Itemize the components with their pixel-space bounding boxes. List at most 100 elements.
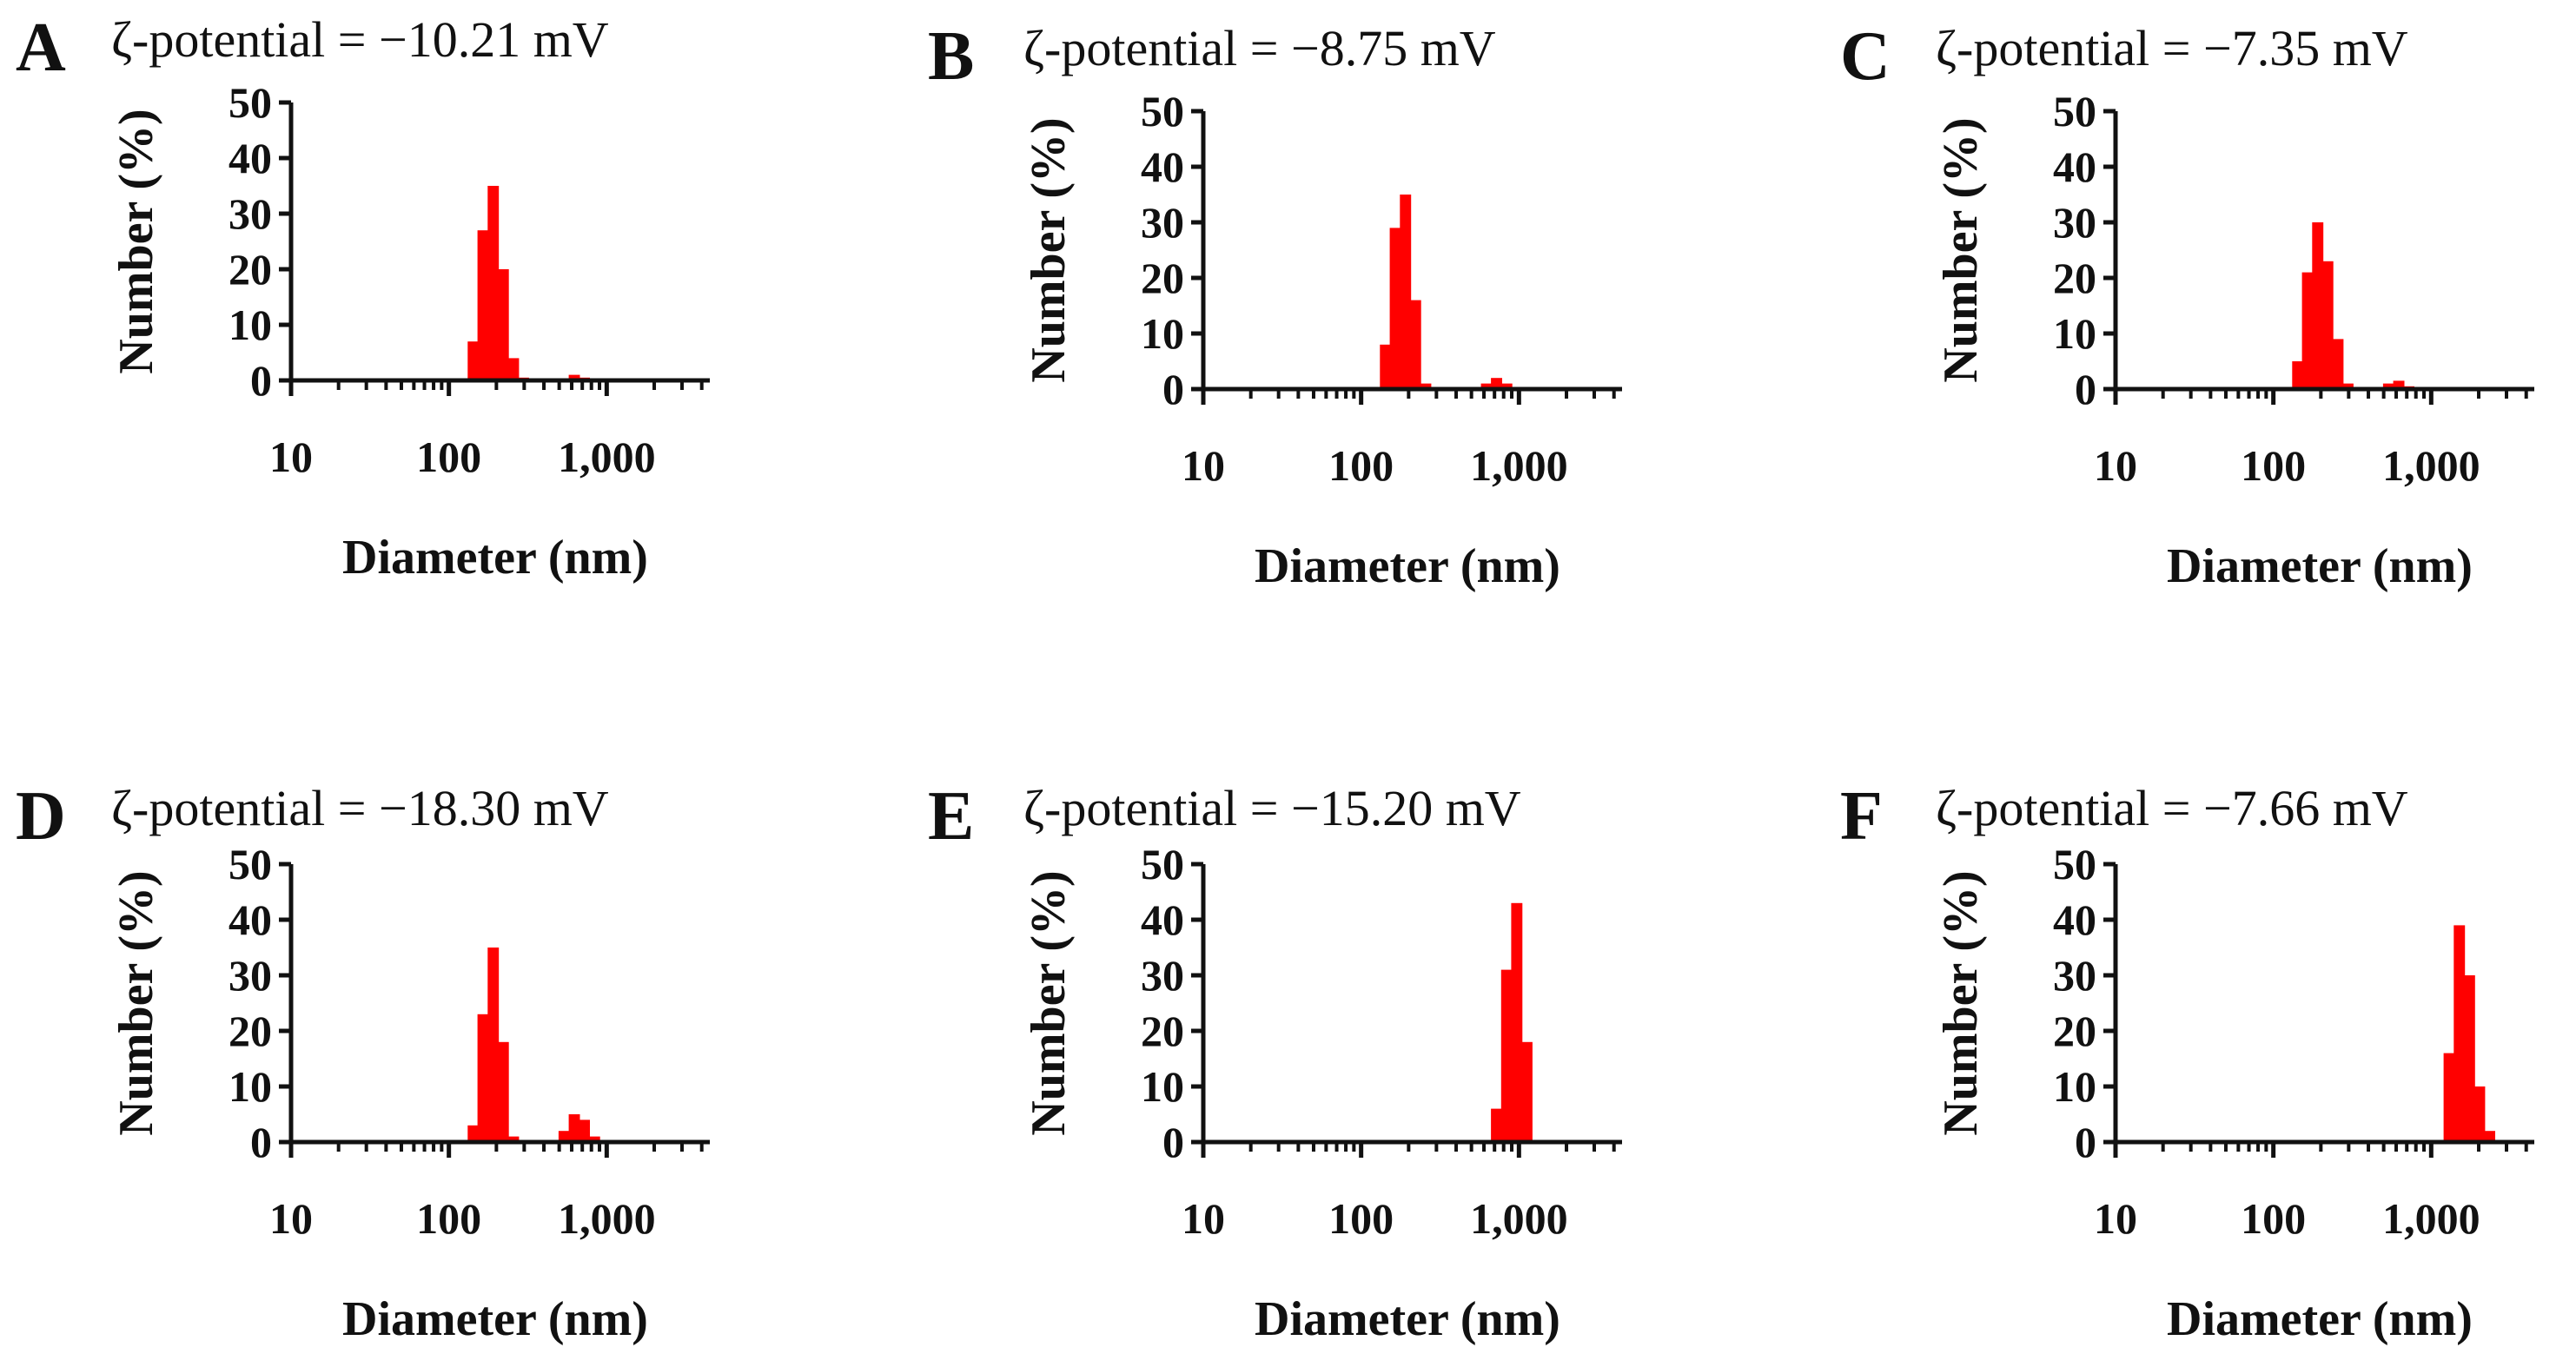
y-axis-label: Number (%) xyxy=(109,109,163,373)
bar xyxy=(1389,228,1401,389)
x-tick-label: 100 xyxy=(416,433,481,481)
bar xyxy=(2342,383,2354,389)
y-tick-label: 40 xyxy=(2053,895,2096,944)
y-tick-label: 40 xyxy=(2053,142,2096,191)
chart-title: ζ-potential = −15.20 mV xyxy=(1023,780,1521,836)
bar xyxy=(1511,902,1523,1142)
bar xyxy=(1500,969,1513,1142)
x-tick-label: 100 xyxy=(2241,441,2306,490)
panel-letter: E xyxy=(928,778,974,855)
bar xyxy=(568,374,580,380)
panel-letter: F xyxy=(1840,778,1883,855)
bar xyxy=(1420,383,1432,389)
panel-letter: A xyxy=(16,10,66,86)
y-tick-label: 40 xyxy=(228,134,272,182)
bar xyxy=(467,341,480,380)
bar xyxy=(487,948,500,1142)
x-axis-label: Diameter (nm) xyxy=(2167,539,2473,593)
x-axis-label: Diameter (nm) xyxy=(342,1292,648,1346)
bar xyxy=(2332,339,2344,389)
bar xyxy=(2393,380,2405,389)
y-axis-label: Number (%) xyxy=(1022,117,1076,382)
bar xyxy=(1491,1108,1502,1142)
y-tick-label: 30 xyxy=(2053,951,2096,1000)
bar xyxy=(467,1125,480,1142)
bar xyxy=(568,1114,580,1142)
bar xyxy=(1521,1041,1533,1142)
bar xyxy=(2473,1086,2486,1142)
bar xyxy=(1491,378,1502,389)
y-axis-label: Number (%) xyxy=(1934,117,1988,382)
y-tick-label: 40 xyxy=(228,895,272,944)
panel-letter: D xyxy=(16,778,66,855)
y-tick-label: 10 xyxy=(1141,309,1184,358)
bar xyxy=(2301,272,2314,389)
x-axis-label: Diameter (nm) xyxy=(1255,539,1560,593)
x-tick-label: 100 xyxy=(416,1194,481,1243)
y-tick-label: 0 xyxy=(1162,1118,1184,1166)
bar xyxy=(477,1014,489,1142)
x-tick-label: 100 xyxy=(2241,1194,2306,1243)
x-axis-label: Diameter (nm) xyxy=(342,531,648,584)
y-tick-label: 0 xyxy=(2075,365,2096,413)
chart-title: ζ-potential = −7.35 mV xyxy=(1936,20,2408,76)
bar xyxy=(1380,344,1392,389)
y-tick-label: 0 xyxy=(2075,1118,2096,1166)
bar xyxy=(1409,300,1421,389)
x-tick-label: 10 xyxy=(2094,441,2137,490)
x-axis-label: Diameter (nm) xyxy=(1255,1292,1560,1346)
y-tick-label: 30 xyxy=(1141,198,1184,247)
bar xyxy=(2312,222,2324,389)
y-tick-label: 0 xyxy=(250,356,272,405)
y-tick-label: 10 xyxy=(2053,1062,2096,1111)
x-tick-label: 1,000 xyxy=(2382,1194,2480,1243)
y-tick-label: 30 xyxy=(1141,951,1184,1000)
y-tick-label: 10 xyxy=(1141,1062,1184,1111)
y-tick-label: 30 xyxy=(228,189,272,238)
bar xyxy=(1500,383,1513,389)
x-tick-label: 100 xyxy=(1328,441,1394,490)
panel-letter: B xyxy=(928,18,974,95)
y-tick-label: 50 xyxy=(2053,840,2096,888)
panel-letter: C xyxy=(1840,18,1891,95)
y-tick-label: 30 xyxy=(2053,198,2096,247)
x-tick-label: 10 xyxy=(2094,1194,2137,1243)
x-tick-label: 1,000 xyxy=(558,433,656,481)
y-tick-label: 30 xyxy=(228,951,272,1000)
x-tick-label: 100 xyxy=(1328,1194,1394,1243)
x-tick-label: 10 xyxy=(269,433,313,481)
y-tick-label: 10 xyxy=(228,300,272,349)
y-tick-label: 40 xyxy=(1141,142,1184,191)
y-axis-label: Number (%) xyxy=(1022,870,1076,1135)
y-tick-label: 50 xyxy=(228,78,272,127)
chart-title: ζ-potential = −8.75 mV xyxy=(1023,20,1496,76)
x-axis-label: Diameter (nm) xyxy=(2167,1292,2473,1346)
y-tick-label: 10 xyxy=(2053,309,2096,358)
bar xyxy=(2292,361,2304,389)
bar xyxy=(497,1041,509,1142)
bar xyxy=(579,1119,590,1142)
bar xyxy=(558,1131,570,1142)
bar xyxy=(1400,195,1412,389)
y-tick-label: 0 xyxy=(1162,365,1184,413)
x-tick-label: 1,000 xyxy=(1470,1194,1568,1243)
y-tick-label: 50 xyxy=(228,840,272,888)
bar xyxy=(507,358,520,380)
bar xyxy=(2382,383,2394,389)
bar xyxy=(2321,261,2334,389)
bar xyxy=(588,1136,600,1142)
y-tick-label: 20 xyxy=(2053,254,2096,302)
bar xyxy=(487,186,500,380)
y-tick-label: 20 xyxy=(2053,1007,2096,1055)
y-tick-label: 0 xyxy=(250,1118,272,1166)
bar xyxy=(1480,383,1493,389)
x-tick-label: 10 xyxy=(1182,1194,1225,1243)
y-tick-label: 50 xyxy=(1141,840,1184,888)
y-tick-label: 10 xyxy=(228,1062,272,1111)
y-axis-label: Number (%) xyxy=(1934,870,1988,1135)
